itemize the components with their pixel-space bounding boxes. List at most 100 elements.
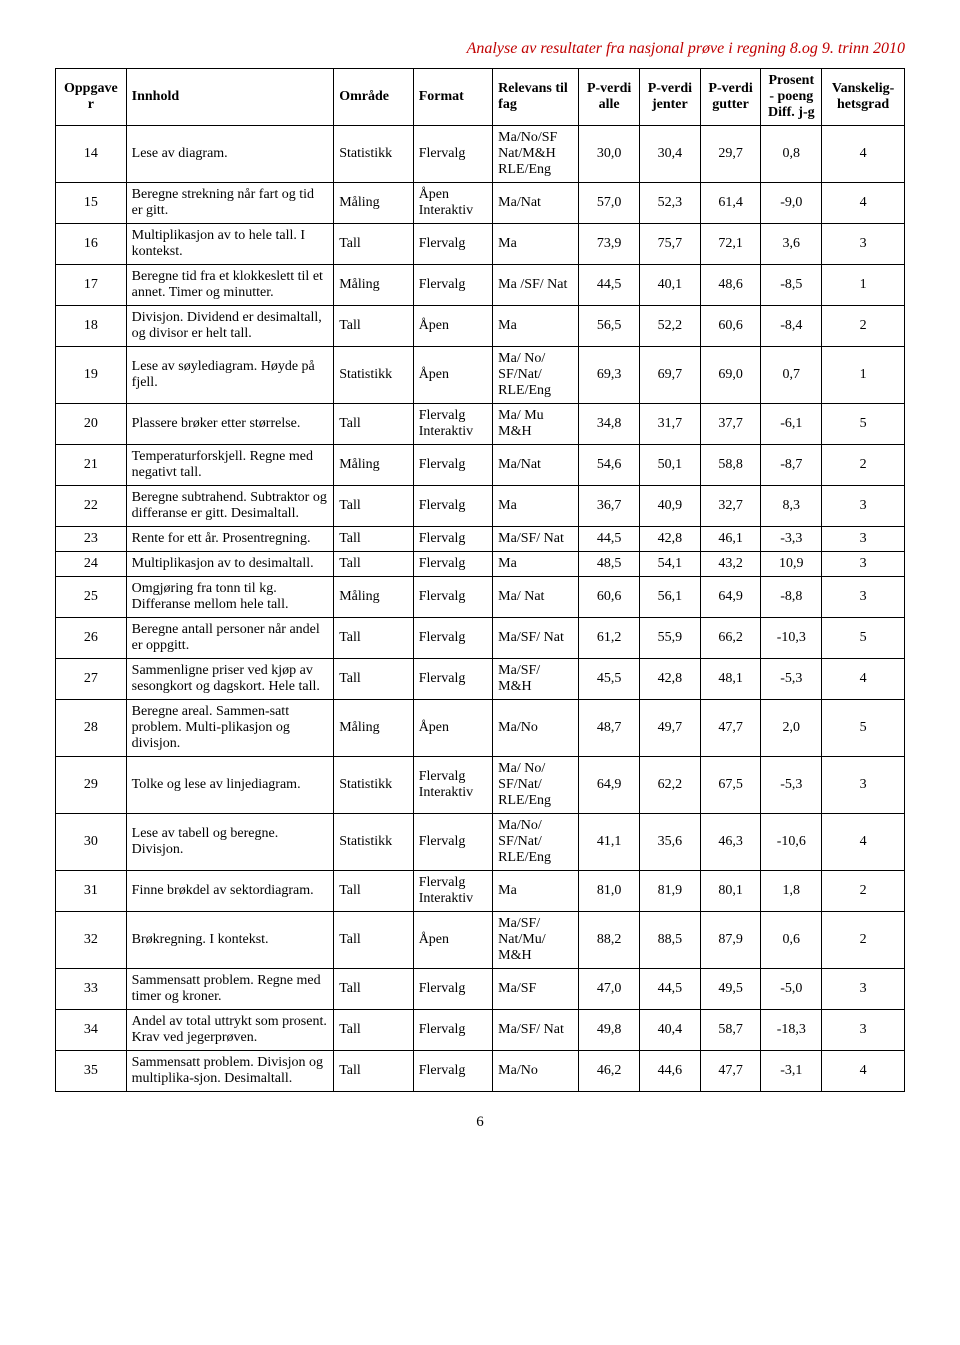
cell-oppgave: 34 — [56, 1010, 127, 1051]
cell-relevans: Ma/SF/ M&H — [493, 659, 579, 700]
table-row: 21Temperaturforskjell. Regne med negativ… — [56, 445, 905, 486]
table-row: 33Sammensatt problem. Regne med timer og… — [56, 969, 905, 1010]
cell-format: Flervalg — [413, 224, 492, 265]
cell-omrade: Statistikk — [334, 814, 413, 871]
cell-vansk: 3 — [822, 224, 905, 265]
cell-vansk: 1 — [822, 265, 905, 306]
cell-oppgave: 19 — [56, 347, 127, 404]
cell-diff: -5,3 — [761, 757, 822, 814]
cell-relevans: Ma — [493, 552, 579, 577]
cell-p-alle: 60,6 — [579, 577, 640, 618]
cell-innhold: Sammensatt problem. Regne med timer og k… — [126, 969, 334, 1010]
cell-p-gutter: 46,3 — [700, 814, 761, 871]
cell-diff: -10,3 — [761, 618, 822, 659]
table-row: 35Sammensatt problem. Divisjon og multip… — [56, 1051, 905, 1092]
cell-format: Flervalg — [413, 552, 492, 577]
cell-p-gutter: 29,7 — [700, 126, 761, 183]
cell-omrade: Tall — [334, 912, 413, 969]
cell-p-gutter: 49,5 — [700, 969, 761, 1010]
cell-relevans: Ma — [493, 306, 579, 347]
cell-p-alle: 48,5 — [579, 552, 640, 577]
cell-relevans: Ma/SF — [493, 969, 579, 1010]
cell-omrade: Tall — [334, 552, 413, 577]
cell-diff: -5,3 — [761, 659, 822, 700]
cell-format: Flervalg Interaktiv — [413, 757, 492, 814]
cell-p-jenter: 50,1 — [640, 445, 701, 486]
cell-vansk: 2 — [822, 912, 905, 969]
cell-oppgave: 23 — [56, 527, 127, 552]
table-row: 32Brøkregning. I kontekst.TallÅpenMa/SF/… — [56, 912, 905, 969]
cell-oppgave: 22 — [56, 486, 127, 527]
col-header-p-alle: P-verdi alle — [579, 69, 640, 126]
cell-omrade: Statistikk — [334, 757, 413, 814]
cell-p-gutter: 58,7 — [700, 1010, 761, 1051]
cell-innhold: Lese av søylediagram. Høyde på fjell. — [126, 347, 334, 404]
cell-relevans: Ma/ Nat — [493, 577, 579, 618]
cell-p-alle: 41,1 — [579, 814, 640, 871]
cell-relevans: Ma — [493, 224, 579, 265]
cell-format: Flervalg — [413, 1010, 492, 1051]
cell-oppgave: 27 — [56, 659, 127, 700]
cell-diff: 3,6 — [761, 224, 822, 265]
cell-oppgave: 24 — [56, 552, 127, 577]
cell-p-alle: 30,0 — [579, 126, 640, 183]
cell-p-gutter: 69,0 — [700, 347, 761, 404]
cell-diff: -3,1 — [761, 1051, 822, 1092]
cell-p-alle: 49,8 — [579, 1010, 640, 1051]
cell-relevans: Ma/No — [493, 700, 579, 757]
cell-p-jenter: 30,4 — [640, 126, 701, 183]
cell-p-jenter: 52,2 — [640, 306, 701, 347]
cell-diff: 1,8 — [761, 871, 822, 912]
cell-p-alle: 56,5 — [579, 306, 640, 347]
col-header-format: Format — [413, 69, 492, 126]
cell-p-jenter: 62,2 — [640, 757, 701, 814]
cell-relevans: Ma /SF/ Nat — [493, 265, 579, 306]
cell-p-alle: 48,7 — [579, 700, 640, 757]
cell-p-jenter: 40,4 — [640, 1010, 701, 1051]
cell-oppgave: 18 — [56, 306, 127, 347]
cell-vansk: 4 — [822, 1051, 905, 1092]
table-row: 29Tolke og lese av linjediagram.Statisti… — [56, 757, 905, 814]
cell-p-alle: 36,7 — [579, 486, 640, 527]
table-row: 19Lese av søylediagram. Høyde på fjell.S… — [56, 347, 905, 404]
cell-omrade: Tall — [334, 306, 413, 347]
cell-p-alle: 54,6 — [579, 445, 640, 486]
cell-diff: -8,8 — [761, 577, 822, 618]
cell-vansk: 3 — [822, 757, 905, 814]
cell-oppgave: 17 — [56, 265, 127, 306]
cell-omrade: Tall — [334, 618, 413, 659]
cell-oppgave: 35 — [56, 1051, 127, 1092]
data-table: Oppgaver Innhold Område Format Relevans … — [55, 68, 905, 1092]
cell-vansk: 2 — [822, 306, 905, 347]
cell-p-alle: 88,2 — [579, 912, 640, 969]
cell-p-jenter: 55,9 — [640, 618, 701, 659]
table-row: 14Lese av diagram.StatistikkFlervalgMa/N… — [56, 126, 905, 183]
cell-innhold: Plassere brøker etter størrelse. — [126, 404, 334, 445]
cell-omrade: Tall — [334, 969, 413, 1010]
table-row: 31Finne brøkdel av sektordiagram.TallFle… — [56, 871, 905, 912]
cell-format: Flervalg — [413, 445, 492, 486]
cell-diff: -8,5 — [761, 265, 822, 306]
cell-innhold: Beregne strekning når fart og tid er git… — [126, 183, 334, 224]
table-body: 14Lese av diagram.StatistikkFlervalgMa/N… — [56, 126, 905, 1092]
cell-p-jenter: 42,8 — [640, 659, 701, 700]
cell-vansk: 3 — [822, 1010, 905, 1051]
cell-p-alle: 73,9 — [579, 224, 640, 265]
cell-diff: -6,1 — [761, 404, 822, 445]
cell-diff: -18,3 — [761, 1010, 822, 1051]
cell-p-alle: 44,5 — [579, 527, 640, 552]
table-row: 16Multiplikasjon av to hele tall. I kont… — [56, 224, 905, 265]
cell-vansk: 4 — [822, 814, 905, 871]
table-row: 24Multiplikasjon av to desimaltall.TallF… — [56, 552, 905, 577]
table-row: 27Sammenligne priser ved kjøp av sesongk… — [56, 659, 905, 700]
cell-relevans: Ma/ No/ SF/Nat/ RLE/Eng — [493, 757, 579, 814]
cell-p-gutter: 48,1 — [700, 659, 761, 700]
cell-innhold: Temperaturforskjell. Regne med negativt … — [126, 445, 334, 486]
cell-innhold: Rente for ett år. Prosentregning. — [126, 527, 334, 552]
cell-oppgave: 21 — [56, 445, 127, 486]
cell-vansk: 4 — [822, 659, 905, 700]
cell-p-gutter: 47,7 — [700, 1051, 761, 1092]
cell-vansk: 3 — [822, 552, 905, 577]
cell-oppgave: 32 — [56, 912, 127, 969]
cell-diff: 10,9 — [761, 552, 822, 577]
